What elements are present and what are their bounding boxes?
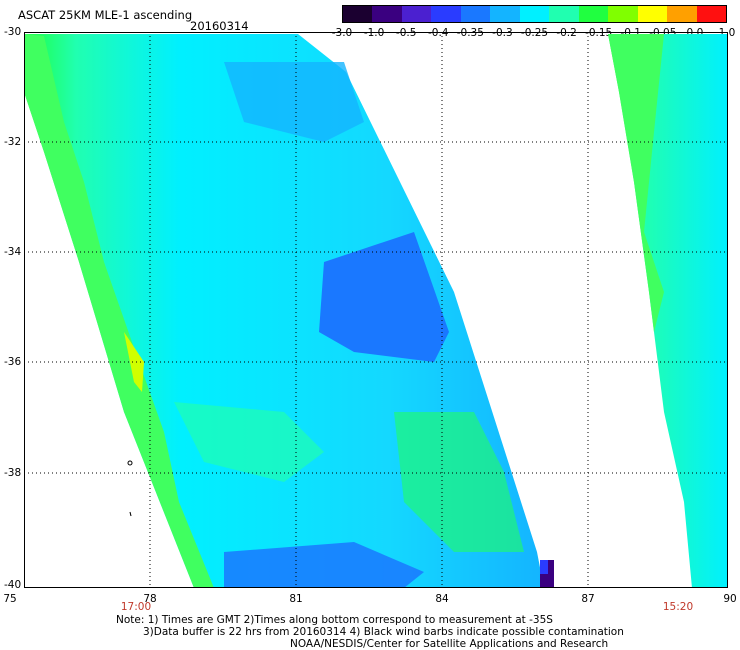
colorbar-segment (343, 6, 373, 22)
grid (24, 32, 728, 588)
lon-label: 90 (723, 593, 737, 605)
swath-time-left: 17:00 (120, 601, 152, 613)
lon-label: 78 (143, 593, 157, 605)
plot-frame (24, 32, 728, 588)
map-date: 20160314 (190, 19, 249, 33)
swath-time-right: 15:20 (662, 601, 694, 613)
colorbar-segment (667, 6, 697, 22)
map-title: ASCAT 25KM MLE-1 ascending (18, 8, 193, 22)
lat-label: -32 (4, 136, 22, 148)
wind-barb-mark-2 (129, 511, 132, 517)
lat-label: -30 (4, 26, 22, 38)
region-deep-blue (319, 232, 449, 362)
colorbar-segment (578, 6, 609, 22)
note-line-2: 3)Data buffer is 22 hrs from 20160314 4)… (143, 626, 624, 638)
lon-label: 87 (581, 593, 595, 605)
lon-label: 81 (289, 593, 303, 605)
colorbar-segment (608, 6, 638, 22)
region-green-mid (174, 402, 324, 482)
colorbar (342, 5, 727, 23)
colorbar-segment (519, 6, 550, 22)
colorbar-segment (431, 6, 461, 22)
swath-right-edge (608, 34, 664, 332)
region-green-right (394, 412, 524, 552)
region-blue-corner (540, 560, 548, 574)
colorbar-segment (401, 6, 432, 22)
lat-label: -38 (4, 467, 22, 479)
swath-left-edge (24, 34, 214, 588)
region-blue-top (224, 62, 364, 142)
region-blue-bottom (224, 542, 424, 588)
wind-barb-mark (127, 460, 133, 466)
lat-label: -40 (4, 579, 22, 591)
lat-label: -34 (4, 246, 22, 258)
colorbar-segment (460, 6, 491, 22)
colorbar-segment (490, 6, 520, 22)
swath-left-edge-yellow (124, 332, 144, 392)
lon-label: 75 (3, 593, 17, 605)
colorbar-segment (549, 6, 579, 22)
note-line-3: NOAA/NESDIS/Center for Satellite Applica… (290, 638, 609, 650)
lon-label: 84 (435, 593, 449, 605)
colorbar-segment (637, 6, 668, 22)
note-line-1: Note: 1) Times are GMT 2)Times along bot… (116, 614, 553, 626)
colorbar-segment (696, 6, 727, 22)
map-plot (24, 32, 728, 588)
colorbar-segment (372, 6, 402, 22)
lat-label: -36 (4, 356, 22, 368)
